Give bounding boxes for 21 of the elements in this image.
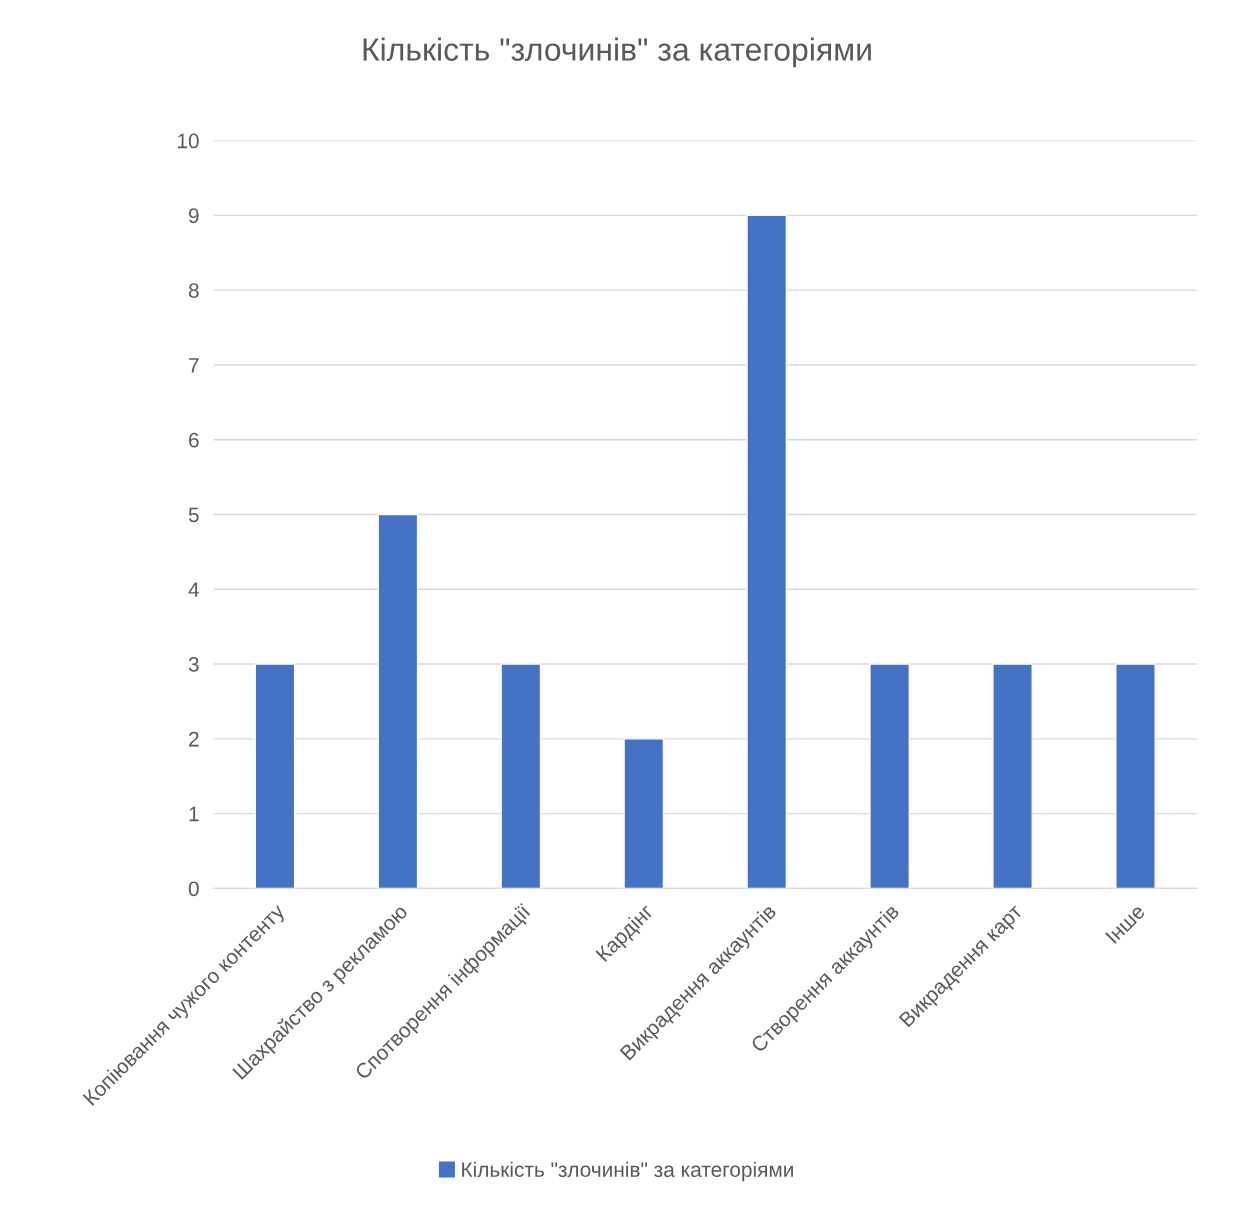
y-tick-label: 9 xyxy=(188,208,199,224)
y-tick-label: 3 xyxy=(188,657,199,672)
bar xyxy=(377,513,419,889)
y-tick-label: 0 xyxy=(188,881,199,897)
bar xyxy=(623,738,665,889)
bar xyxy=(500,663,542,889)
y-tick-label: 4 xyxy=(188,582,199,597)
y-tick-label: 7 xyxy=(189,358,199,373)
legend-label: Кількість "злочинів" за категоріями xyxy=(462,1161,793,1182)
y-tick-label: 1 xyxy=(189,806,199,822)
y-tick-label: 6 xyxy=(189,432,199,448)
bar xyxy=(869,663,911,889)
bar xyxy=(992,663,1033,889)
chart-title: Кількість "злочинів" за категоріями xyxy=(363,37,871,68)
y-tick-label: 8 xyxy=(188,283,199,298)
bar xyxy=(1115,663,1156,889)
bar xyxy=(746,214,788,889)
y-tick-label: 10 xyxy=(178,133,199,149)
bar xyxy=(254,663,296,889)
y-tick-label: 2 xyxy=(189,731,199,747)
y-tick-label: 5 xyxy=(188,507,199,523)
